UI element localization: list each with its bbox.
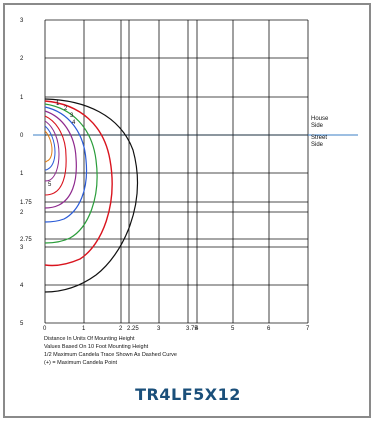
house-side-line2: Side [311,123,324,129]
diagram-frame [3,3,371,418]
x-tick-label: 1 [82,326,86,332]
y-tick-label: 2.75 [20,237,32,243]
note-half-candela: 1/2 Maximum Candela Trace Shown As Dashe… [44,352,177,358]
grid-lines [33,19,358,324]
street-side-line2: Side [311,142,324,148]
house-side-label: House Side [311,116,330,129]
street-side-line1: Street [311,135,327,141]
x-tick-label: 4 [195,326,199,332]
contour-curve-1 [44,100,113,267]
x-tick-label: 2 [119,326,123,332]
y-tick-label: 5 [20,321,24,327]
x-tick-label: 7 [306,326,310,332]
contour-label: 3 [70,113,74,119]
x-tick-label: 5 [231,326,235,332]
house-side-line1: House [311,116,329,122]
x-tick-label: 0 [43,326,47,332]
x-tick-label: 6 [267,326,271,332]
y-tick-label: 3 [20,18,24,24]
y-tick-label: 3 [20,245,24,251]
contour-curve-6 [44,120,60,182]
contour-curve-3 [44,106,88,223]
contour-curve-5 [44,115,67,196]
x-tick-label: 3 [157,326,161,332]
y-tick-label: 1 [20,95,24,101]
contour-curve-4 [44,110,77,209]
x-tick-label: 3.75 [186,326,198,332]
contour-label: 4 [72,120,76,126]
model-title: TR4LF5X12 [135,385,241,404]
y-tick-label: 1 [20,171,24,177]
contour-curve-2 [44,103,98,244]
y-tick-label: 2 [20,210,24,216]
contour-curve-0 [44,98,138,293]
note-distance: Distance In Units Of Mounting Height [44,336,135,342]
contour-label: 2 [64,106,68,112]
contour-curve-8 [44,130,53,163]
contour-curve-7 [44,125,56,171]
street-side-label: Street Side [311,135,329,148]
contour-label: 1 [56,101,60,107]
contour-label: 5 [48,182,52,188]
y-tick-label: 4 [20,283,24,289]
y-tick-label: 2 [20,56,24,62]
y-tick-label: 1.75 [20,200,32,206]
note-mounting-height: Values Based On 10 Foot Mounting Height [44,344,149,350]
y-tick-label: 0 [20,133,24,139]
x-tick-label: 2.25 [127,326,139,332]
contour-curves [44,98,138,293]
note-max-candela: (+) = Maximum Candela Point [44,360,118,366]
